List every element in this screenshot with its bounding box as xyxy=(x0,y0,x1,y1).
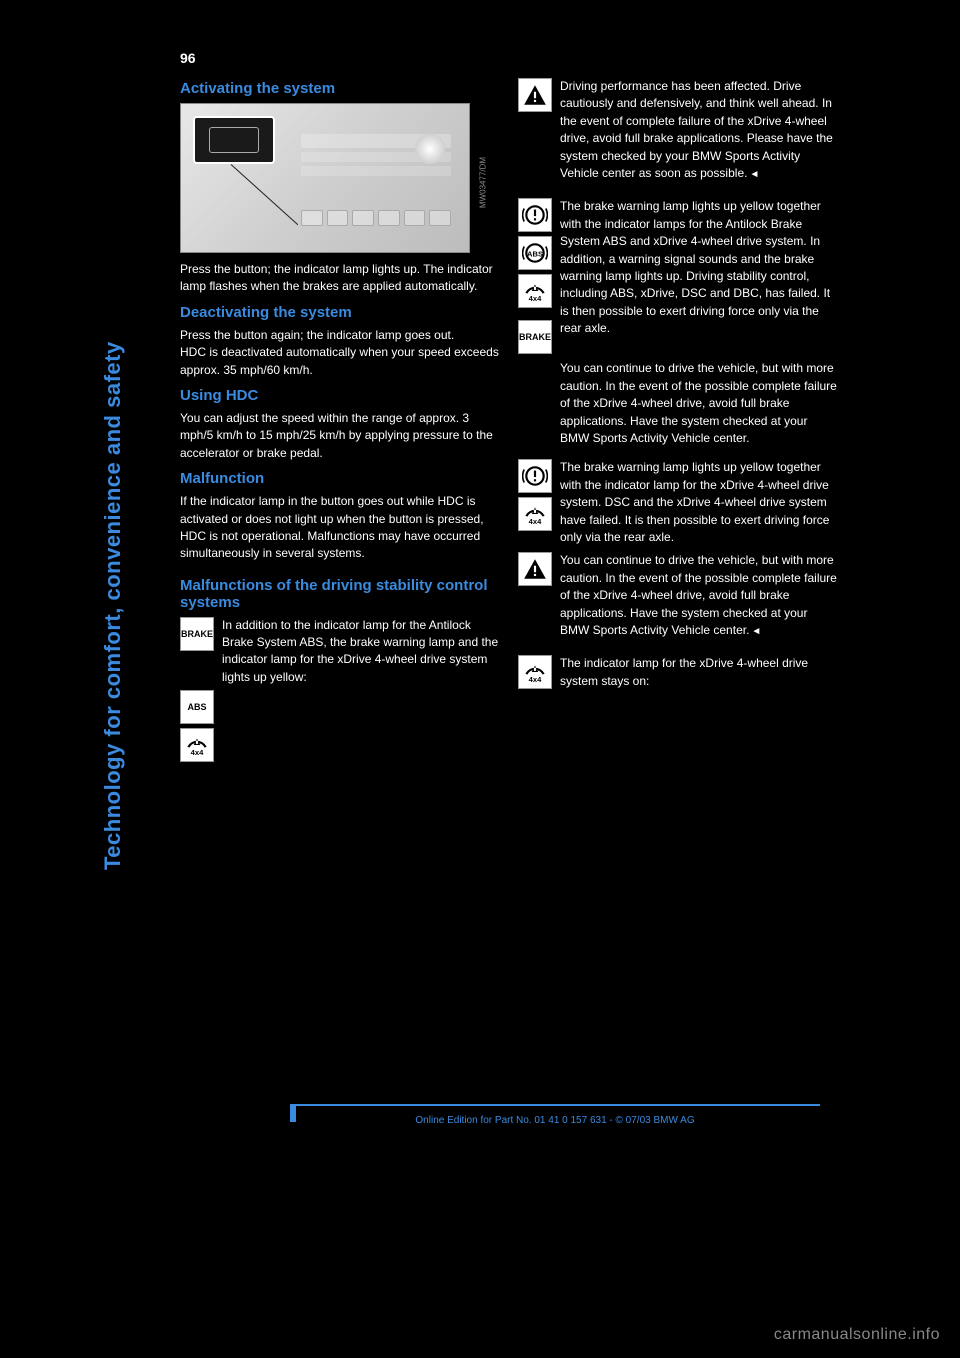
right-mid-body-1b: You can continue to drive the vehicle, b… xyxy=(560,360,838,447)
right-mid-body-1: The brake warning lamp lights up yellow … xyxy=(560,198,838,337)
end-mark-icon: ◄ xyxy=(749,169,759,180)
activating-body: Press the button; the indicator lamp lig… xyxy=(180,261,500,296)
page-content: 96 Activating the system MW03477/DM xyxy=(180,50,840,768)
dashboard-figure: MW03477/DM xyxy=(180,103,470,253)
svg-text:4x4: 4x4 xyxy=(191,748,204,757)
warn-block-b: You can continue to drive the vehicle, b… xyxy=(518,552,838,639)
warning-triangle-icon xyxy=(518,78,552,112)
left-column: Activating the system MW03477/DM Press t… xyxy=(180,72,500,768)
warn-block-top: Driving performance has been affected. D… xyxy=(518,78,838,182)
heading-malfunction: Malfunction xyxy=(180,470,500,487)
icon-row-2: ABS xyxy=(180,690,500,724)
right-mid-body-2: The brake warning lamp lights up yellow … xyxy=(560,459,838,546)
fourx4-icon: 4x4 xyxy=(518,497,552,531)
brake-text-icon: BRAKE xyxy=(180,617,214,651)
icon-stack-b: 4x4 The brake warning lamp lights up yel… xyxy=(518,459,838,546)
figure-credit: MW03477/DM xyxy=(479,157,488,208)
right-mid-body-2b: You can continue to drive the vehicle, b… xyxy=(560,552,838,639)
right-top-body: Driving performance has been affected. D… xyxy=(560,78,838,182)
manual-page: Technology for comfort, convenience and … xyxy=(0,0,960,1358)
icon-stack-a: ABS 4x4 BRAKE The brake warning lamp lig… xyxy=(518,198,838,354)
fourx4-icon: 4x4 xyxy=(518,274,552,308)
icon-row-3: 4x4 xyxy=(180,728,500,762)
warning-triangle-icon xyxy=(518,552,552,586)
heading-using: Using HDC xyxy=(180,387,500,404)
svg-text:ABS: ABS xyxy=(527,250,543,259)
right-bottom-body: The indicator lamp for the xDrive 4-whee… xyxy=(560,655,838,690)
hdc-button-callout xyxy=(193,116,275,164)
end-mark-icon: ◄ xyxy=(751,626,761,637)
fourx4-icon: 4x4 xyxy=(518,655,552,689)
section-sidebar-title: Technology for comfort, convenience and … xyxy=(100,341,126,870)
svg-text:4x4: 4x4 xyxy=(529,517,542,526)
abs-circle-icon: ABS xyxy=(518,236,552,270)
deactivating-body: Press the button again; the indicator la… xyxy=(180,327,500,379)
footer-text: Online Edition for Part No. 01 41 0 157 … xyxy=(415,1115,694,1126)
heading-malfunctions-systems: Malfunctions of the driving stability co… xyxy=(180,577,500,611)
icon-row-1: BRAKE In addition to the indicator lamp … xyxy=(180,617,500,687)
svg-text:4x4: 4x4 xyxy=(529,675,542,684)
icon-stack-c: 4x4 The indicator lamp for the xDrive 4-… xyxy=(518,655,838,690)
abs-text-icon: ABS xyxy=(180,690,214,724)
malfunction-left-2: In addition to the indicator lamp for th… xyxy=(222,617,500,687)
columns: Activating the system MW03477/DM Press t… xyxy=(180,72,840,768)
fourx4-icon: 4x4 xyxy=(180,728,214,762)
watermark: carmanualsonline.info xyxy=(774,1326,940,1344)
brake-circle-icon xyxy=(518,198,552,232)
brake-text-icon: BRAKE xyxy=(518,320,552,354)
brake-circle-icon xyxy=(518,459,552,493)
svg-text:4x4: 4x4 xyxy=(529,294,542,303)
page-number: 96 xyxy=(180,50,840,66)
page-footer: Online Edition for Part No. 01 41 0 157 … xyxy=(290,1104,820,1128)
heading-deactivating: Deactivating the system xyxy=(180,304,500,321)
malfunction-body-1: If the indicator lamp in the button goes… xyxy=(180,493,500,563)
heading-activating: Activating the system xyxy=(180,80,500,97)
right-column: Driving performance has been affected. D… xyxy=(518,72,838,768)
using-body: You can adjust the speed within the rang… xyxy=(180,410,500,462)
